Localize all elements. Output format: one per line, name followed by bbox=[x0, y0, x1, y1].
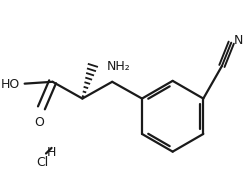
Text: NH₂: NH₂ bbox=[107, 60, 130, 73]
Text: HO: HO bbox=[1, 78, 20, 91]
Text: H: H bbox=[47, 146, 56, 159]
Text: O: O bbox=[35, 116, 45, 129]
Text: Cl: Cl bbox=[37, 156, 49, 169]
Text: N: N bbox=[234, 34, 244, 47]
